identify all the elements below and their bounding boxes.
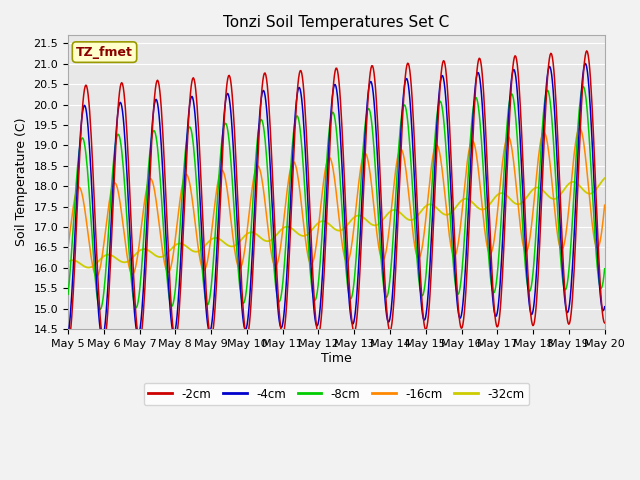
Text: TZ_fmet: TZ_fmet (76, 46, 133, 59)
Legend: -2cm, -4cm, -8cm, -16cm, -32cm: -2cm, -4cm, -8cm, -16cm, -32cm (143, 383, 529, 405)
X-axis label: Time: Time (321, 351, 352, 364)
Title: Tonzi Soil Temperatures Set C: Tonzi Soil Temperatures Set C (223, 15, 449, 30)
Y-axis label: Soil Temperature (C): Soil Temperature (C) (15, 118, 28, 246)
